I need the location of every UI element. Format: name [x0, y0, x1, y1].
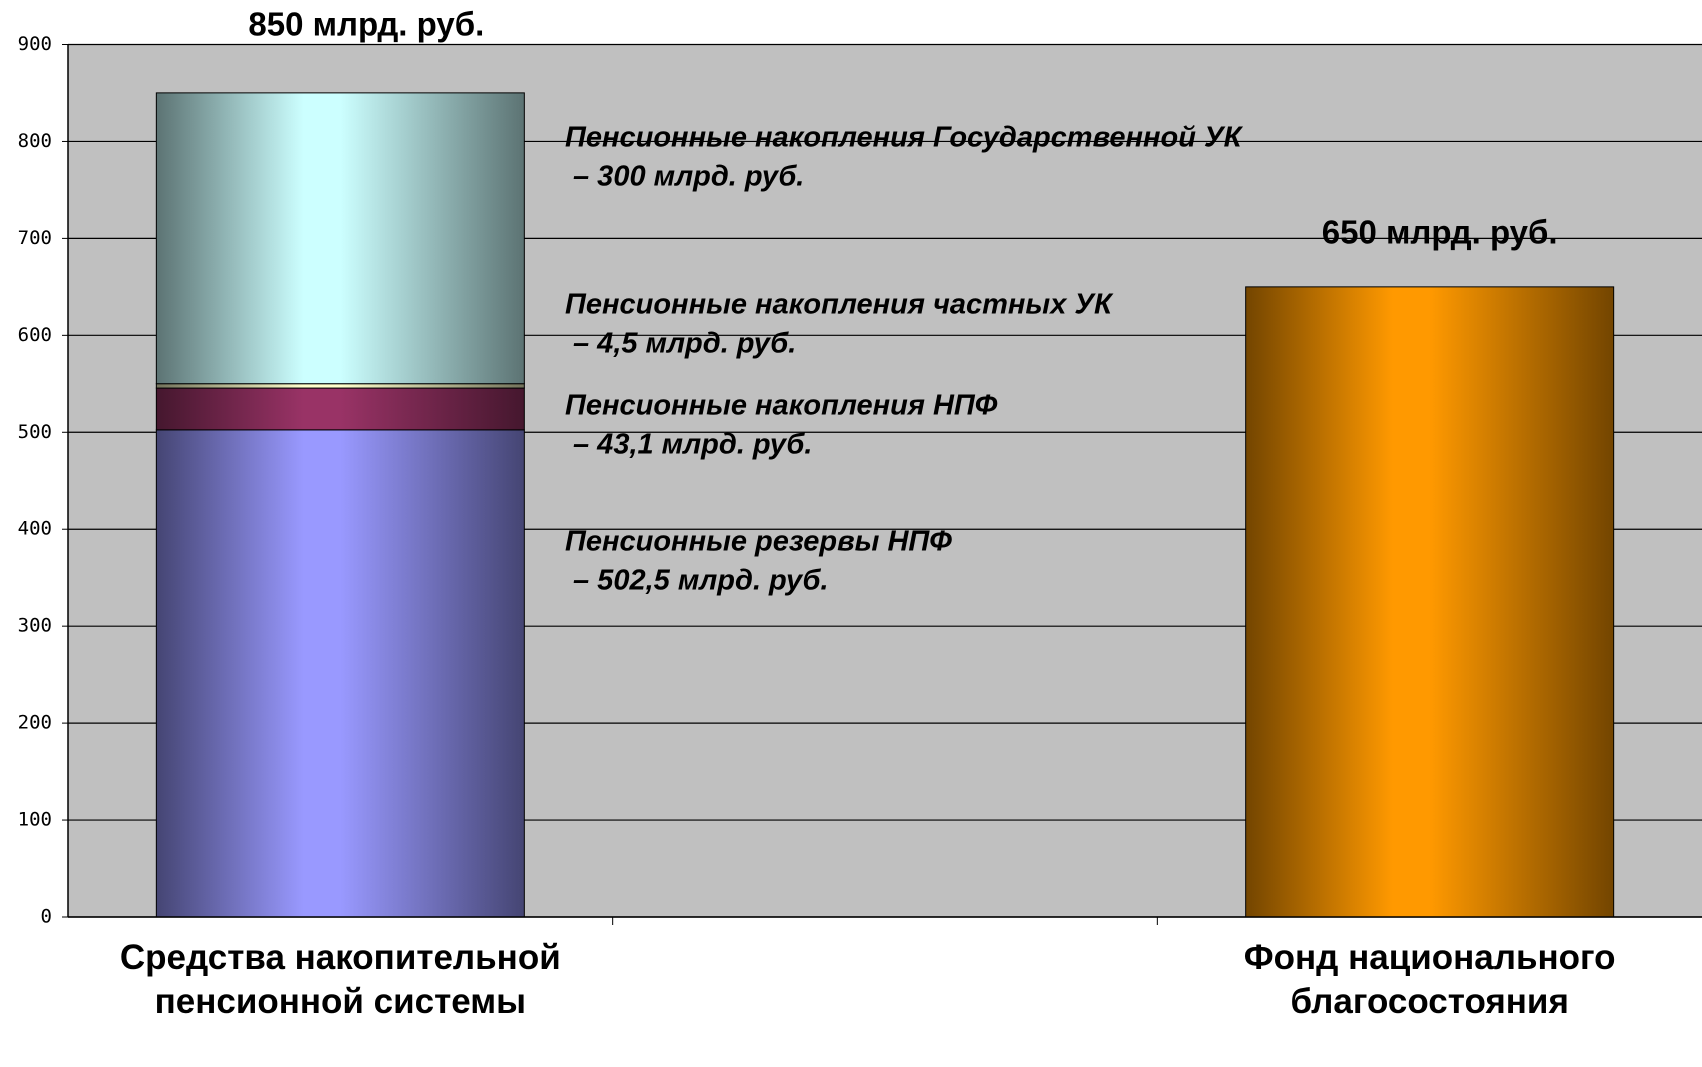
- y-tick-label: 500: [18, 421, 52, 443]
- y-tick-label: 0: [41, 906, 52, 928]
- x-tick-label: Фонд национального благосостояния: [1243, 938, 1616, 1021]
- bar-segment: [155, 387, 525, 431]
- value-label: – 300 млрд. руб.: [573, 161, 804, 193]
- series-label: Пенсионные накопления частных УК: [565, 289, 1114, 321]
- y-tick-label: 800: [18, 130, 52, 152]
- value-label: 650 млрд. руб.: [1322, 214, 1558, 251]
- bar-segment: [155, 92, 525, 385]
- y-tick-label: 900: [18, 33, 52, 55]
- series-label: Пенсионные накопления Государственной УК: [565, 122, 1244, 154]
- bar-segment: [155, 429, 525, 918]
- y-tick-label: 100: [18, 809, 52, 831]
- total-label: 850 млрд. руб.: [248, 6, 484, 43]
- series-label: Пенсионные резервы НПФ: [565, 526, 952, 558]
- y-tick-label: 700: [18, 227, 52, 249]
- x-tick-label: Средства накопительной пенсионной систем…: [119, 938, 561, 1021]
- value-label: – 4,5 млрд. руб.: [573, 328, 796, 360]
- series-label: Пенсионные накопления НПФ: [565, 390, 998, 422]
- bar-segment: [155, 383, 525, 389]
- value-label: – 502,5 млрд. руб.: [573, 565, 829, 597]
- value-label: – 43,1 млрд. руб.: [573, 429, 812, 461]
- y-tick-label: 400: [18, 518, 52, 540]
- y-tick-label: 300: [18, 615, 52, 637]
- y-tick-label: 200: [18, 712, 52, 734]
- y-tick-label: 600: [18, 324, 52, 346]
- bar-segment: [1245, 286, 1615, 918]
